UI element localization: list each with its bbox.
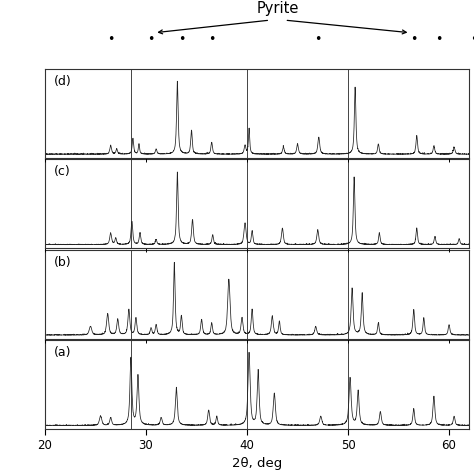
Text: (b): (b) <box>55 256 72 269</box>
Text: •: • <box>314 33 321 46</box>
Text: (a): (a) <box>55 346 72 359</box>
Text: (d): (d) <box>55 75 72 88</box>
Text: •: • <box>471 33 474 46</box>
Text: •: • <box>147 33 155 46</box>
Text: •: • <box>208 33 215 46</box>
Text: •: • <box>410 33 418 46</box>
Text: (c): (c) <box>55 165 71 178</box>
Text: •: • <box>435 33 443 46</box>
Text: Pyrite: Pyrite <box>256 1 299 16</box>
X-axis label: 2θ, deg: 2θ, deg <box>232 456 283 470</box>
Text: •: • <box>178 33 185 46</box>
Text: •: • <box>107 33 114 46</box>
